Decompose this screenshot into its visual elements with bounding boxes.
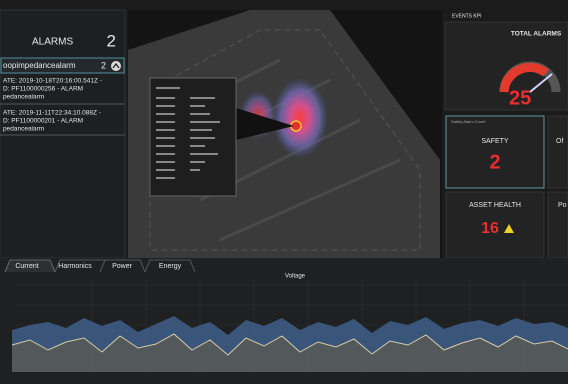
tab-label: Current — [15, 263, 38, 270]
entry-line: ATE: 2019-10-18T20:16:00.541Z - — [3, 78, 102, 85]
alarms-count: 2 — [107, 31, 116, 50]
tab-label: Power — [112, 263, 133, 270]
tab[interactable] — [4, 259, 56, 273]
tab-label: Energy — [159, 263, 182, 270]
kpi-panel — [547, 115, 568, 189]
tab[interactable] — [99, 259, 146, 273]
map-streets — [149, 29, 421, 251]
voltage-line — [11, 333, 568, 356]
safety-label: SAFETY — [481, 138, 509, 145]
alarm-entry[interactable]: ATE: 2019-11-11T22:34:10.088Z - D: PF110… — [3, 110, 101, 133]
asset-health-value: 16 — [481, 220, 499, 237]
warning-icon — [504, 224, 514, 233]
safety-value: 2 — [489, 151, 500, 173]
kpi-label: Of — [556, 138, 563, 145]
chart-title: Voltage — [285, 274, 306, 280]
tab[interactable] — [144, 259, 196, 273]
alarm-group-count: 2 — [101, 60, 106, 70]
alarms-panel — [0, 9, 126, 259]
total-alarms-value: 25 — [509, 87, 531, 109]
tab-label: Harmonics — [58, 263, 92, 270]
alarm-entry[interactable]: ATE: 2019-10-18T20:16:00.541Z - D: PF110… — [3, 78, 102, 101]
total-alarms-label: TOTAL ALARMS — [511, 31, 562, 38]
alarm-group[interactable] — [0, 57, 125, 74]
voltage-fill — [12, 334, 568, 372]
heatmap — [272, 78, 328, 158]
safety-panel[interactable] — [445, 115, 545, 189]
safety-caption: Safety Alarm Count — [451, 119, 486, 124]
entry-line: ATE: 2019-11-11T22:34:10.088Z - — [3, 110, 101, 117]
entry-line: D: PF1100000256 - ALARM — [3, 86, 83, 93]
asset-health-panel — [445, 191, 545, 259]
entry-line: pedancealarm — [3, 126, 44, 133]
gauge-fill — [499, 62, 549, 93]
asset-health-label: ASSET HEALTH — [469, 202, 521, 209]
collapse-arrow — [112, 62, 120, 69]
total-alarms-panel — [444, 21, 568, 111]
alarm-group-name: oopimpedancealarm — [3, 61, 76, 70]
popup-rows — [156, 87, 220, 179]
kpi-label: Po — [558, 202, 567, 209]
entry-line: D: PF1100000201 - ALARM — [3, 118, 83, 125]
kpi-header: EVENTS KPI — [452, 13, 481, 19]
collapse-icon[interactable] — [111, 61, 121, 71]
entry-line: pedancealarm — [3, 94, 44, 101]
alarms-title: ALARMS — [32, 37, 73, 48]
popup-pointer — [236, 108, 294, 140]
gauge-needle — [529, 73, 553, 93]
